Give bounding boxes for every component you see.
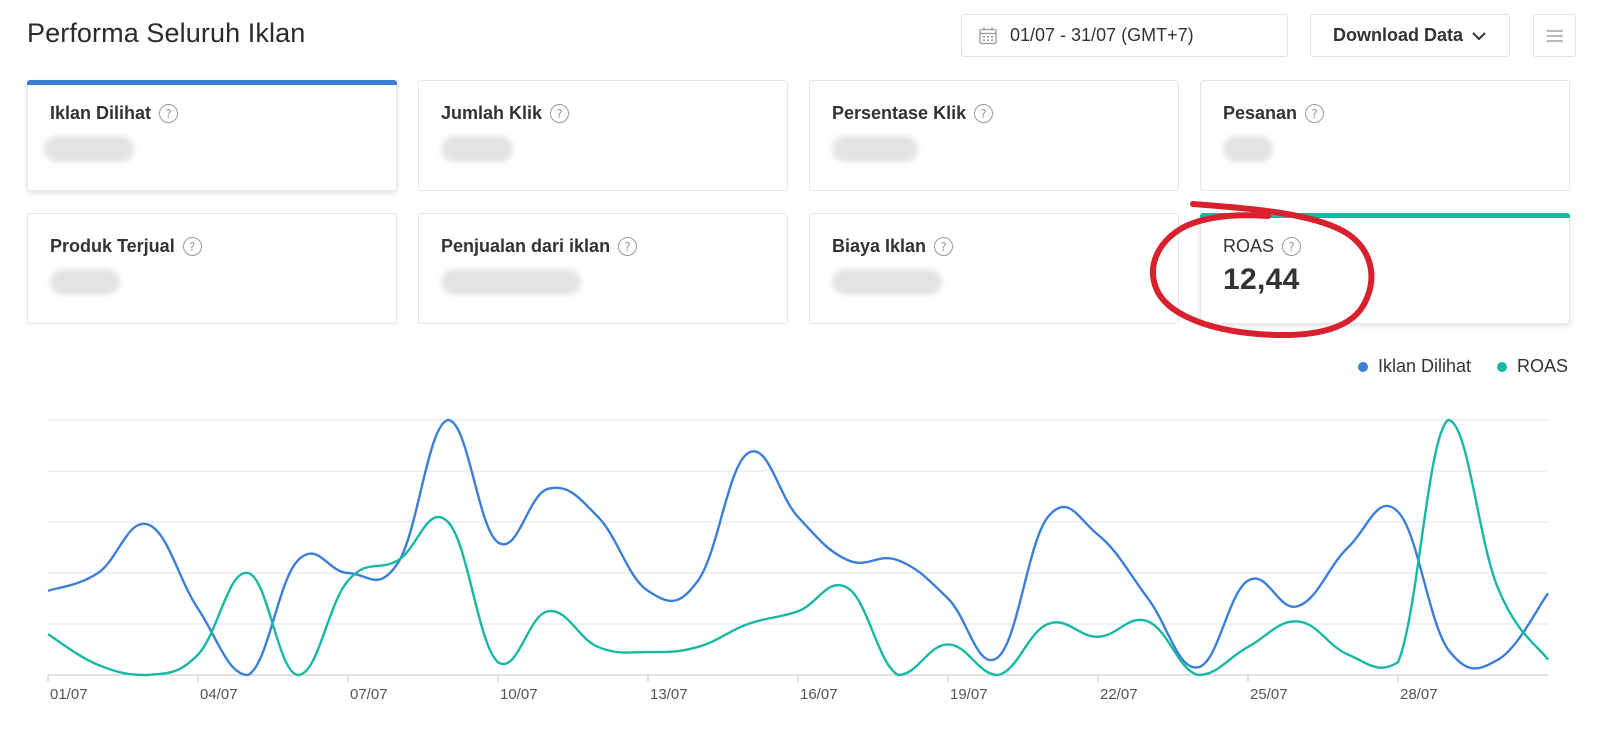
legend-dot-icon (1357, 361, 1368, 372)
blurred-value (441, 269, 581, 295)
blurred-value (832, 269, 942, 295)
metric-label: Pesanan (1223, 103, 1298, 123)
series-line-roas (47, 418, 1549, 677)
metric-card-persentase-klik[interactable]: Persentase Klik? (809, 80, 1179, 191)
metric-card-produk-terjual[interactable]: Produk Terjual? (27, 213, 397, 324)
blurred-value (832, 136, 918, 162)
red-circle-annotation (1149, 201, 1375, 339)
blurred-value (1223, 136, 1273, 162)
download-data-button[interactable]: Download Data (1310, 14, 1510, 57)
calendar-icon (979, 27, 997, 44)
metric-label: Biaya Iklan (832, 236, 927, 256)
metric-card-jumlah-klik[interactable]: Jumlah Klik? (418, 80, 788, 191)
legend-item-roas[interactable]: ROAS (1496, 356, 1568, 377)
metric-label: Iklan Dilihat (50, 103, 152, 123)
x-tick-label: 10/07 (500, 686, 538, 703)
x-tick-label: 22/07 (1100, 686, 1138, 703)
help-icon[interactable]: ? (1282, 237, 1302, 256)
x-tick-label: 01/07 (50, 686, 88, 703)
legend-dot-icon (1496, 361, 1507, 372)
x-tick-label: 13/07 (650, 686, 688, 703)
blurred-value (50, 269, 120, 295)
x-tick-label: 19/07 (950, 686, 988, 703)
legend-item-iklan-dilihat[interactable]: Iklan Dilihat (1357, 356, 1471, 377)
blurred-value (441, 136, 513, 162)
help-icon[interactable]: ? (1305, 104, 1325, 123)
metric-label: Jumlah Klik (441, 103, 543, 123)
x-tick-label: 04/07 (200, 686, 238, 703)
menu-button[interactable] (1533, 14, 1576, 57)
metric-card-pesanan[interactable]: Pesanan? (1200, 80, 1570, 191)
metric-card-biaya-iklan[interactable]: Biaya Iklan? (809, 213, 1179, 324)
metric-card-penjualan-dari-iklan[interactable]: Penjualan dari iklan? (418, 213, 788, 324)
x-tick-label: 07/07 (350, 686, 388, 703)
x-tick-label: 25/07 (1250, 686, 1288, 703)
x-tick-label: 28/07 (1400, 686, 1438, 703)
chevron-down-icon (1472, 31, 1486, 40)
help-icon[interactable]: ? (618, 237, 638, 256)
help-icon[interactable]: ? (934, 237, 954, 256)
help-icon[interactable]: ? (159, 104, 179, 123)
blurred-value (44, 136, 134, 162)
metric-label: ROAS (1223, 236, 1275, 256)
metric-card-iklan-dilihat[interactable]: Iklan Dilihat? (27, 80, 397, 191)
legend-label: ROAS (1516, 356, 1568, 376)
date-range-picker[interactable]: 01/07 - 31/07 (GMT+7) (961, 14, 1288, 57)
chart-legend: Iklan Dilihat ROAS (1357, 356, 1568, 377)
date-range-label: 01/07 - 31/07 (GMT+7) (1010, 25, 1194, 45)
roas-value: 12,44 (1223, 263, 1300, 296)
help-icon[interactable]: ? (550, 104, 570, 123)
metric-label: Produk Terjual (50, 236, 175, 256)
download-data-label: Download Data (1332, 25, 1463, 45)
hamburger-menu-icon (1546, 29, 1563, 42)
x-tick-label: 16/07 (800, 686, 838, 703)
page-title: Performa Seluruh Iklan (27, 18, 306, 48)
metric-card-roas[interactable]: ROAS? 12,44 (1200, 213, 1570, 324)
legend-label: Iklan Dilihat (1377, 356, 1471, 376)
metric-label: Persentase Klik (832, 103, 967, 123)
help-icon[interactable]: ? (974, 104, 994, 123)
metric-label: Penjualan dari iklan (441, 236, 611, 256)
series-line-iklan-dilihat (47, 418, 1549, 677)
help-icon[interactable]: ? (182, 237, 202, 256)
